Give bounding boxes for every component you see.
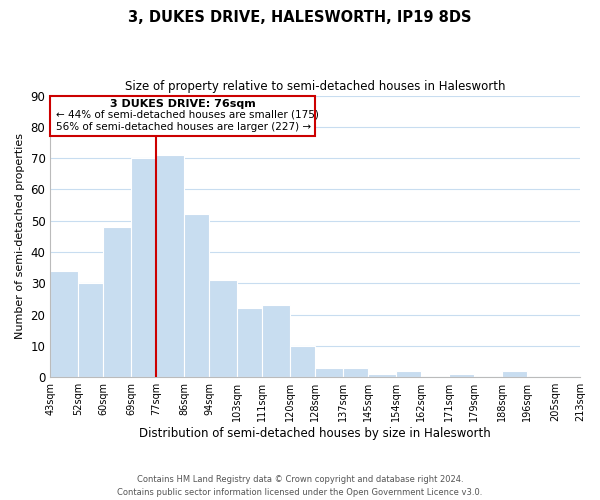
Text: 56% of semi-detached houses are larger (227) →: 56% of semi-detached houses are larger (…: [56, 122, 311, 132]
FancyBboxPatch shape: [50, 96, 315, 136]
Bar: [343, 368, 368, 377]
Text: 3, DUKES DRIVE, HALESWORTH, IP19 8DS: 3, DUKES DRIVE, HALESWORTH, IP19 8DS: [128, 10, 472, 25]
Bar: [237, 308, 262, 377]
Text: Contains HM Land Registry data © Crown copyright and database right 2024.: Contains HM Land Registry data © Crown c…: [137, 476, 463, 484]
Title: Size of property relative to semi-detached houses in Halesworth: Size of property relative to semi-detach…: [125, 80, 505, 93]
Bar: [50, 271, 79, 377]
Bar: [396, 371, 421, 377]
Y-axis label: Number of semi-detached properties: Number of semi-detached properties: [15, 134, 25, 340]
Bar: [449, 374, 474, 377]
Bar: [290, 346, 315, 377]
Bar: [368, 374, 396, 377]
Bar: [79, 284, 103, 377]
X-axis label: Distribution of semi-detached houses by size in Halesworth: Distribution of semi-detached houses by …: [139, 427, 491, 440]
Text: 3 DUKES DRIVE: 76sqm: 3 DUKES DRIVE: 76sqm: [110, 98, 256, 108]
Bar: [156, 155, 184, 377]
Bar: [262, 305, 290, 377]
Bar: [209, 280, 237, 377]
Bar: [315, 368, 343, 377]
Text: Contains public sector information licensed under the Open Government Licence v3: Contains public sector information licen…: [118, 488, 482, 497]
Bar: [184, 214, 209, 377]
Bar: [103, 227, 131, 377]
Bar: [131, 158, 156, 377]
Text: ← 44% of semi-detached houses are smaller (175): ← 44% of semi-detached houses are smalle…: [56, 110, 319, 120]
Bar: [502, 371, 527, 377]
